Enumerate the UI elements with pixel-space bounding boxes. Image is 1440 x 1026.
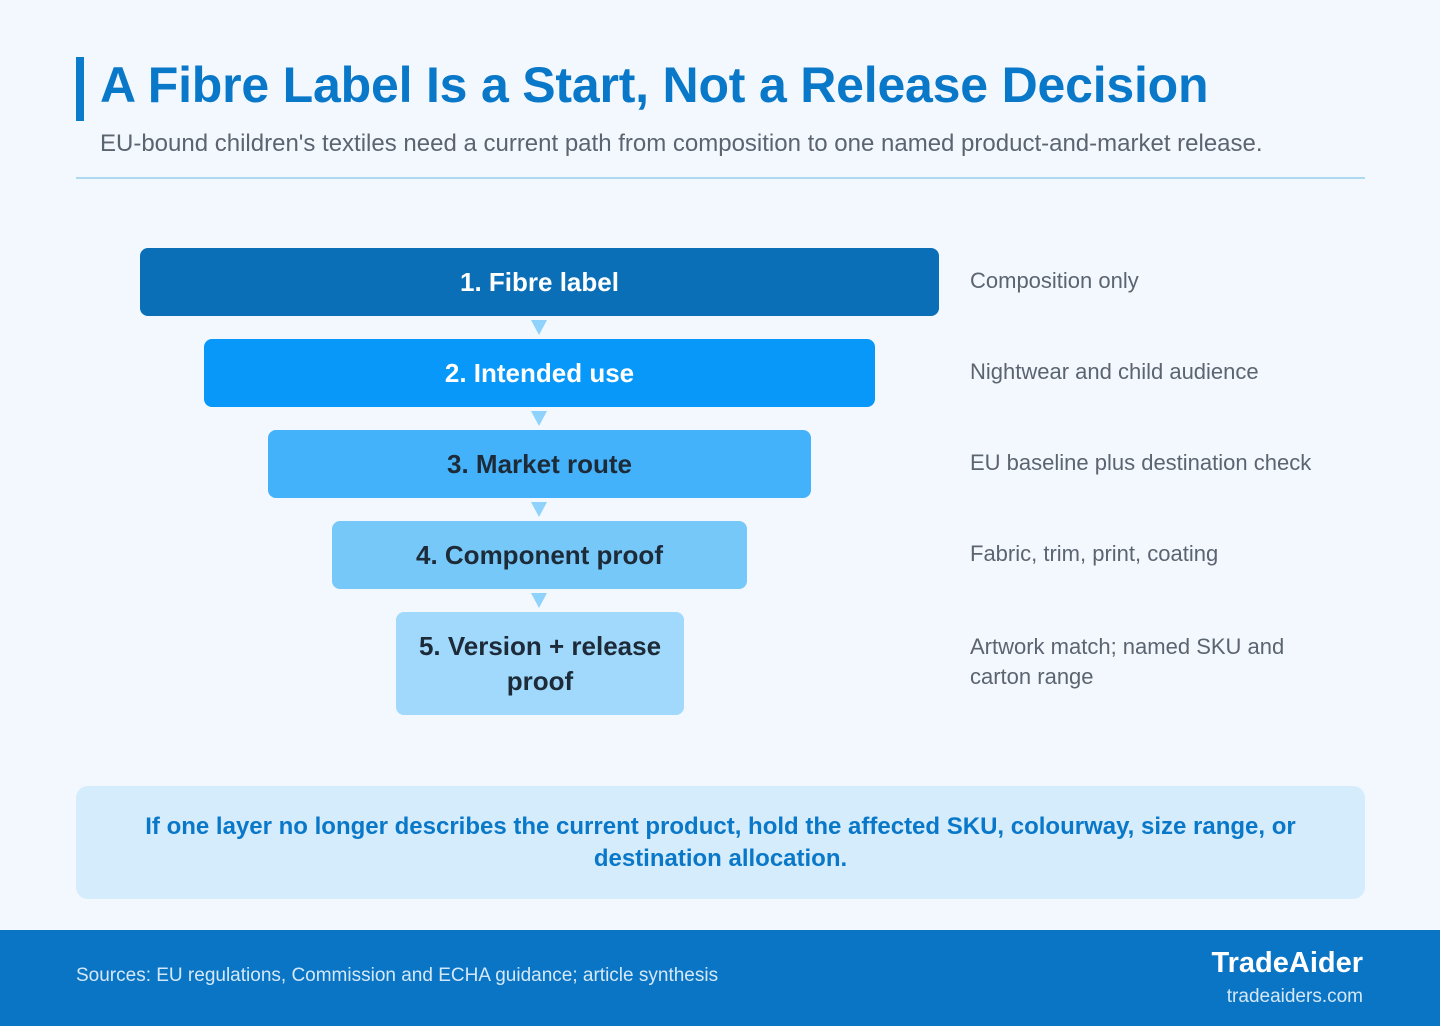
brand-url: tradeaiders.com — [1226, 986, 1363, 1007]
down-arrow-icon — [531, 411, 547, 426]
page-title: A Fibre Label Is a Start, Not a Release … — [100, 57, 1209, 113]
funnel-note-component-proof: Fabric, trim, print, coating — [970, 541, 1219, 566]
callout-box: If one layer no longer describes the cur… — [76, 786, 1365, 899]
funnel-step-component-proof: 4. Component proof — [332, 521, 747, 589]
down-arrow-icon — [531, 593, 547, 608]
funnel-note-version-release-proof: Artwork match; named SKU and carton rang… — [970, 634, 1285, 689]
down-arrow-icon — [531, 502, 547, 517]
down-arrow-icon — [531, 320, 547, 335]
sources-text: Sources: EU regulations, Commission and … — [76, 965, 719, 986]
brand-name: TradeAider — [1211, 947, 1364, 979]
callout-text: If one layer no longer describes the cur… — [145, 812, 1296, 872]
funnel-step-version-release-proof: 5. Version + release proof — [396, 612, 684, 715]
page-subtitle: EU-bound children's textiles need a curr… — [100, 130, 1263, 157]
funnel-step-fibre-label: 1. Fibre label — [140, 248, 939, 316]
funnel-step-intended-use: 2. Intended use — [204, 339, 875, 407]
title-accent-bar — [76, 57, 84, 121]
footer: Sources: EU regulations, Commission and … — [0, 930, 1440, 1026]
funnel-step-market-route: 3. Market route — [268, 430, 811, 498]
funnel-note-fibre-label: Composition only — [970, 268, 1139, 293]
funnel-note-intended-use: Nightwear and child audience — [970, 359, 1259, 384]
funnel-note-market-route: EU baseline plus destination check — [970, 450, 1312, 475]
header-divider — [76, 177, 1365, 179]
